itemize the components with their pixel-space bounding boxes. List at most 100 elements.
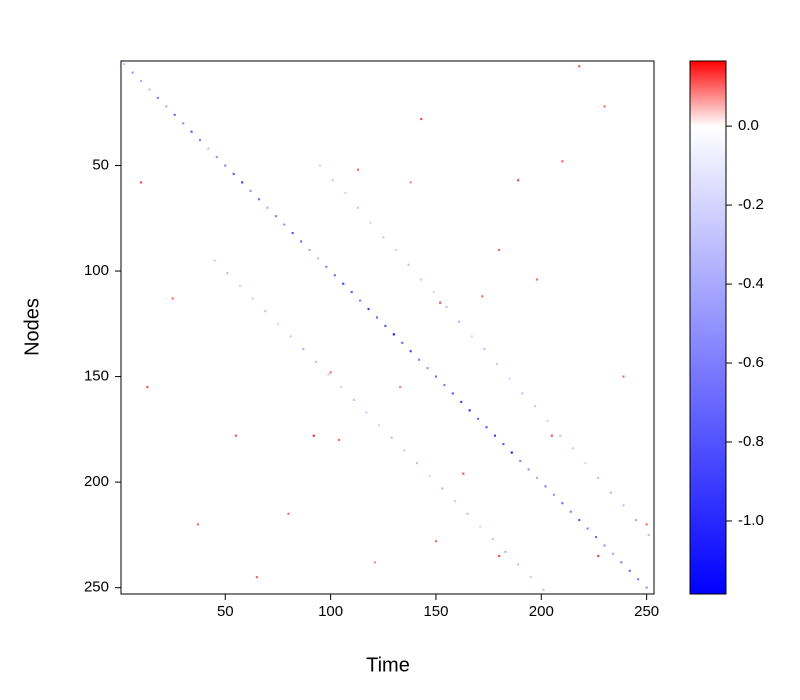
heatmap-cell bbox=[458, 320, 461, 323]
y-axis-title: Nodes bbox=[21, 298, 43, 356]
heatmap-cell bbox=[420, 117, 423, 121]
heatmap-cell bbox=[443, 383, 446, 387]
x-tick-label: 50 bbox=[217, 603, 234, 620]
heatmap-cell bbox=[603, 544, 606, 547]
heatmap-cell bbox=[519, 459, 522, 463]
heatmap-cell bbox=[340, 386, 343, 389]
heatmap-cell bbox=[622, 375, 625, 378]
heatmap-cell bbox=[369, 221, 372, 224]
heatmap-cell bbox=[428, 474, 431, 477]
heatmap-cell bbox=[399, 386, 402, 389]
heatmap-cell bbox=[517, 563, 520, 566]
heatmap-cell bbox=[367, 307, 370, 311]
heatmap-cell bbox=[521, 392, 524, 395]
heatmap-cell bbox=[481, 295, 484, 298]
heatmap-cell bbox=[432, 291, 435, 294]
heatmap-cell bbox=[392, 333, 395, 336]
y-tick-label: 50 bbox=[92, 156, 109, 173]
heatmap-cell bbox=[123, 63, 126, 66]
heatmap-cell bbox=[645, 586, 648, 589]
heatmap-cell bbox=[266, 206, 269, 209]
heatmap-cell bbox=[365, 411, 368, 414]
heatmap-cell bbox=[462, 472, 465, 475]
heatmap-cell bbox=[382, 236, 385, 239]
heatmap-cell bbox=[196, 523, 199, 526]
heatmap-cell bbox=[264, 310, 267, 313]
heatmap-cell bbox=[546, 419, 549, 422]
heatmap-cell bbox=[536, 476, 539, 479]
heatmap-cell bbox=[628, 569, 631, 572]
heatmap-cell bbox=[373, 561, 376, 564]
heatmap-cell bbox=[359, 299, 362, 302]
heatmap-cell bbox=[645, 523, 648, 526]
heatmap-cell bbox=[390, 436, 393, 439]
heatmap-cell bbox=[352, 398, 355, 401]
heatmap-cell bbox=[508, 377, 511, 380]
heatmap-cell bbox=[333, 274, 336, 277]
heatmap-cell bbox=[300, 240, 303, 243]
heatmap-cell bbox=[251, 297, 254, 300]
y-tick-label: 150 bbox=[84, 368, 109, 385]
heatmap-cell bbox=[344, 191, 347, 194]
heatmap-cell bbox=[569, 510, 572, 513]
y-tick-label: 200 bbox=[84, 473, 109, 490]
heatmap-cell bbox=[182, 122, 185, 125]
heatmap-cell bbox=[586, 527, 589, 530]
heatmap-cell bbox=[561, 160, 564, 163]
heatmap-cell bbox=[434, 375, 438, 378]
heatmap-cell bbox=[578, 519, 581, 522]
colorbar-tick-label: 0.0 bbox=[738, 117, 759, 134]
heatmap-cell bbox=[409, 181, 412, 184]
heatmap-cell bbox=[578, 65, 581, 68]
heatmap-cell bbox=[232, 172, 235, 175]
heatmap-cell bbox=[329, 371, 332, 374]
x-tick-label: 100 bbox=[318, 603, 343, 620]
heatmap-cell bbox=[213, 259, 216, 262]
heatmap-cell bbox=[533, 405, 537, 408]
heatmap-cell bbox=[165, 105, 168, 108]
heatmap-cell bbox=[493, 434, 496, 437]
heatmap-cell bbox=[468, 409, 471, 412]
heatmap-cell bbox=[477, 417, 480, 420]
heatmap-cell bbox=[234, 434, 237, 437]
x-tick-label: 200 bbox=[529, 603, 554, 620]
heatmap-cell bbox=[491, 538, 494, 541]
heatmap-cell bbox=[420, 278, 423, 281]
heatmap-cell bbox=[453, 500, 456, 503]
heatmap-cell bbox=[609, 491, 612, 494]
heatmap-cell bbox=[274, 215, 277, 218]
heatmap-cell bbox=[302, 348, 305, 351]
heatmap-cell bbox=[622, 504, 625, 507]
heatmap-cell bbox=[498, 554, 501, 558]
heatmap-cell bbox=[249, 189, 252, 192]
heatmap-cell bbox=[308, 248, 311, 251]
heatmap-cell bbox=[561, 502, 564, 505]
heatmap-cell bbox=[504, 550, 507, 553]
heatmap-cell bbox=[337, 438, 341, 441]
heatmap-cell bbox=[595, 535, 598, 539]
heatmap-cell bbox=[394, 248, 397, 251]
plot-frame bbox=[120, 60, 655, 595]
heatmap-cell bbox=[544, 485, 547, 488]
heatmap-cell bbox=[215, 155, 218, 159]
heatmap-cell bbox=[407, 263, 410, 266]
heatmap-cell bbox=[527, 468, 530, 471]
colorbar-tick-label: -0.2 bbox=[738, 196, 764, 213]
heatmap-cell bbox=[466, 512, 469, 515]
heatmap-cell bbox=[378, 424, 381, 427]
heatmap-cell bbox=[198, 139, 202, 142]
heatmap-cell bbox=[356, 168, 360, 171]
heatmap-cell bbox=[498, 248, 501, 251]
heatmap-cell bbox=[441, 487, 444, 490]
heatmap-cell bbox=[403, 449, 406, 452]
heatmap-cell bbox=[460, 400, 463, 403]
heatmap-cell bbox=[597, 554, 600, 558]
heatmap-cell bbox=[439, 301, 442, 304]
heatmap-cell bbox=[529, 576, 532, 579]
heatmap-cell bbox=[542, 588, 545, 591]
y-tick-label: 250 bbox=[84, 579, 109, 596]
heatmap-cell bbox=[451, 392, 454, 395]
heatmap-cell bbox=[445, 305, 448, 308]
heatmap-cell bbox=[510, 451, 513, 454]
x-axis-title: Time bbox=[366, 654, 410, 676]
